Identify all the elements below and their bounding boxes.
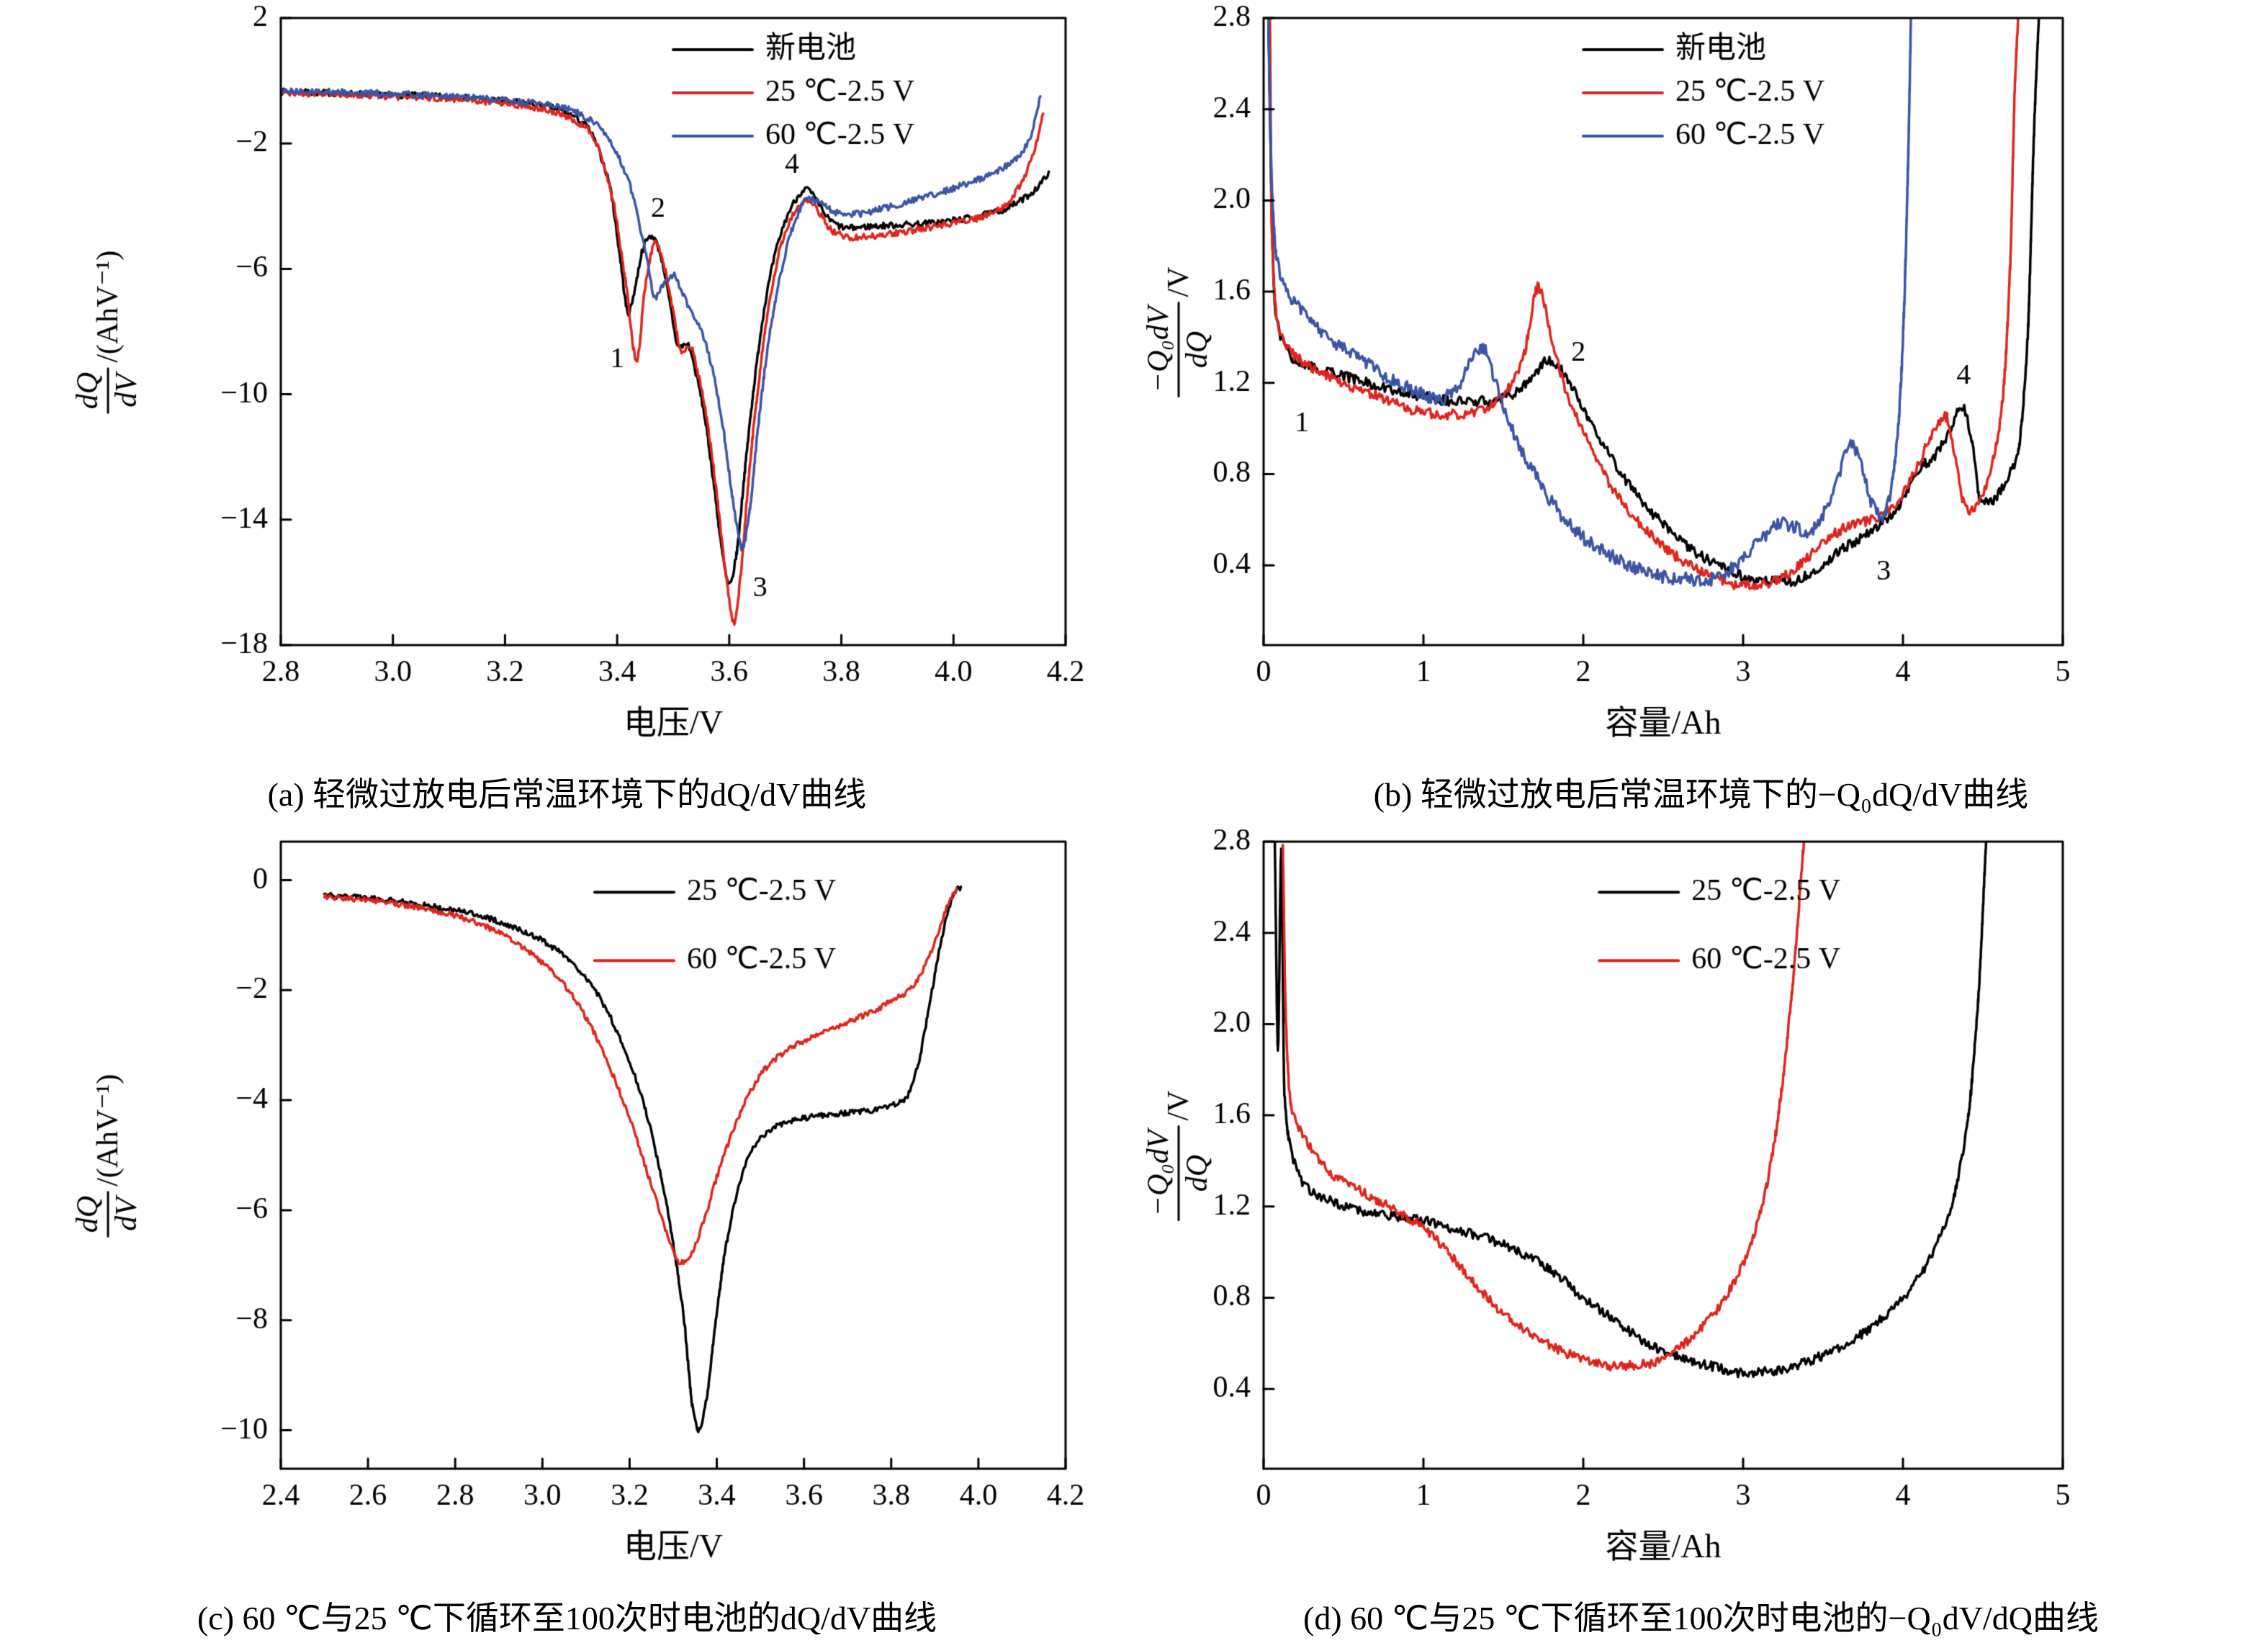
panel-d: (d) 60 ℃与25 ℃下循环至100次时电池的−Q₀dV/dQ曲线: [1134, 824, 2268, 1647]
panel-c-canvas: [0, 824, 1134, 1584]
panel-a-canvas: [0, 0, 1134, 760]
panel-b-caption: (b) 轻微过放电后常温环境下的−Q₀dQ/dV曲线: [1373, 776, 2029, 813]
panel-b-canvas: [1134, 0, 2268, 760]
panel-b: (b) 轻微过放电后常温环境下的−Q₀dQ/dV曲线: [1134, 0, 2268, 824]
panel-d-canvas: [1134, 824, 2268, 1584]
panel-a: (a) 轻微过放电后常温环境下的dQ/dV曲线: [0, 0, 1134, 824]
panel-c: (c) 60 ℃与25 ℃下循环至100次时电池的dQ/dV曲线: [0, 824, 1134, 1647]
panel-c-caption: (c) 60 ℃与25 ℃下循环至100次时电池的dQ/dV曲线: [197, 1600, 937, 1636]
panel-d-caption: (d) 60 ℃与25 ℃下循环至100次时电池的−Q₀dV/dQ曲线: [1303, 1600, 2099, 1636]
panel-a-caption: (a) 轻微过放电后常温环境下的dQ/dV曲线: [267, 776, 867, 813]
